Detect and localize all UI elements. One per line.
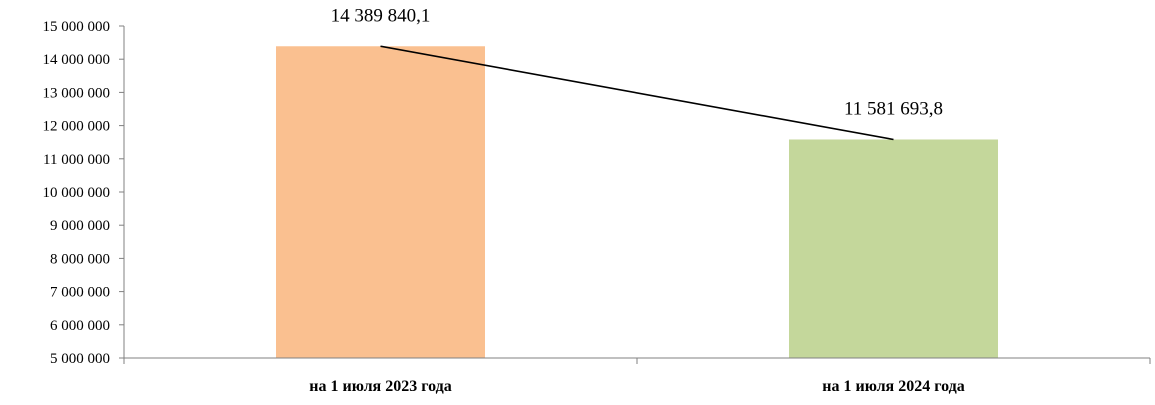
data-label: 11 581 693,8 [844, 98, 943, 119]
trend-line [380, 45, 894, 141]
y-tick-label: 12 000 000 [43, 119, 111, 135]
y-tick-label: 6 000 000 [50, 318, 110, 334]
trend-line-group [380, 45, 894, 141]
data-label: 14 389 840,1 [331, 5, 431, 26]
y-axis: 5 000 000 6 000 000 7 000 000 8 000 000 9 00… [43, 19, 125, 367]
x-category-label: на 1 июля 2024 года [822, 378, 964, 395]
y-tick-label: 15 000 000 [43, 19, 111, 35]
y-tick-label: 9 000 000 [50, 218, 110, 234]
data-labels: 14 389 840,1 11 581 693,8 [331, 5, 943, 119]
y-tick-label: 13 000 000 [43, 85, 111, 101]
bar [789, 139, 998, 358]
x-axis: на 1 июля 2023 года на 1 июля 2024 года [123, 357, 1151, 395]
y-tick-label: 10 000 000 [43, 185, 111, 201]
bars [276, 46, 998, 358]
y-tick-label: 7 000 000 [50, 285, 110, 301]
bar [276, 46, 485, 358]
y-tick-label: 5 000 000 [50, 351, 110, 367]
x-category-label: на 1 июля 2023 года [309, 378, 451, 395]
y-tick-label: 11 000 000 [43, 152, 110, 168]
y-tick-label: 8 000 000 [50, 251, 110, 267]
y-tick-label: 14 000 000 [43, 52, 111, 68]
